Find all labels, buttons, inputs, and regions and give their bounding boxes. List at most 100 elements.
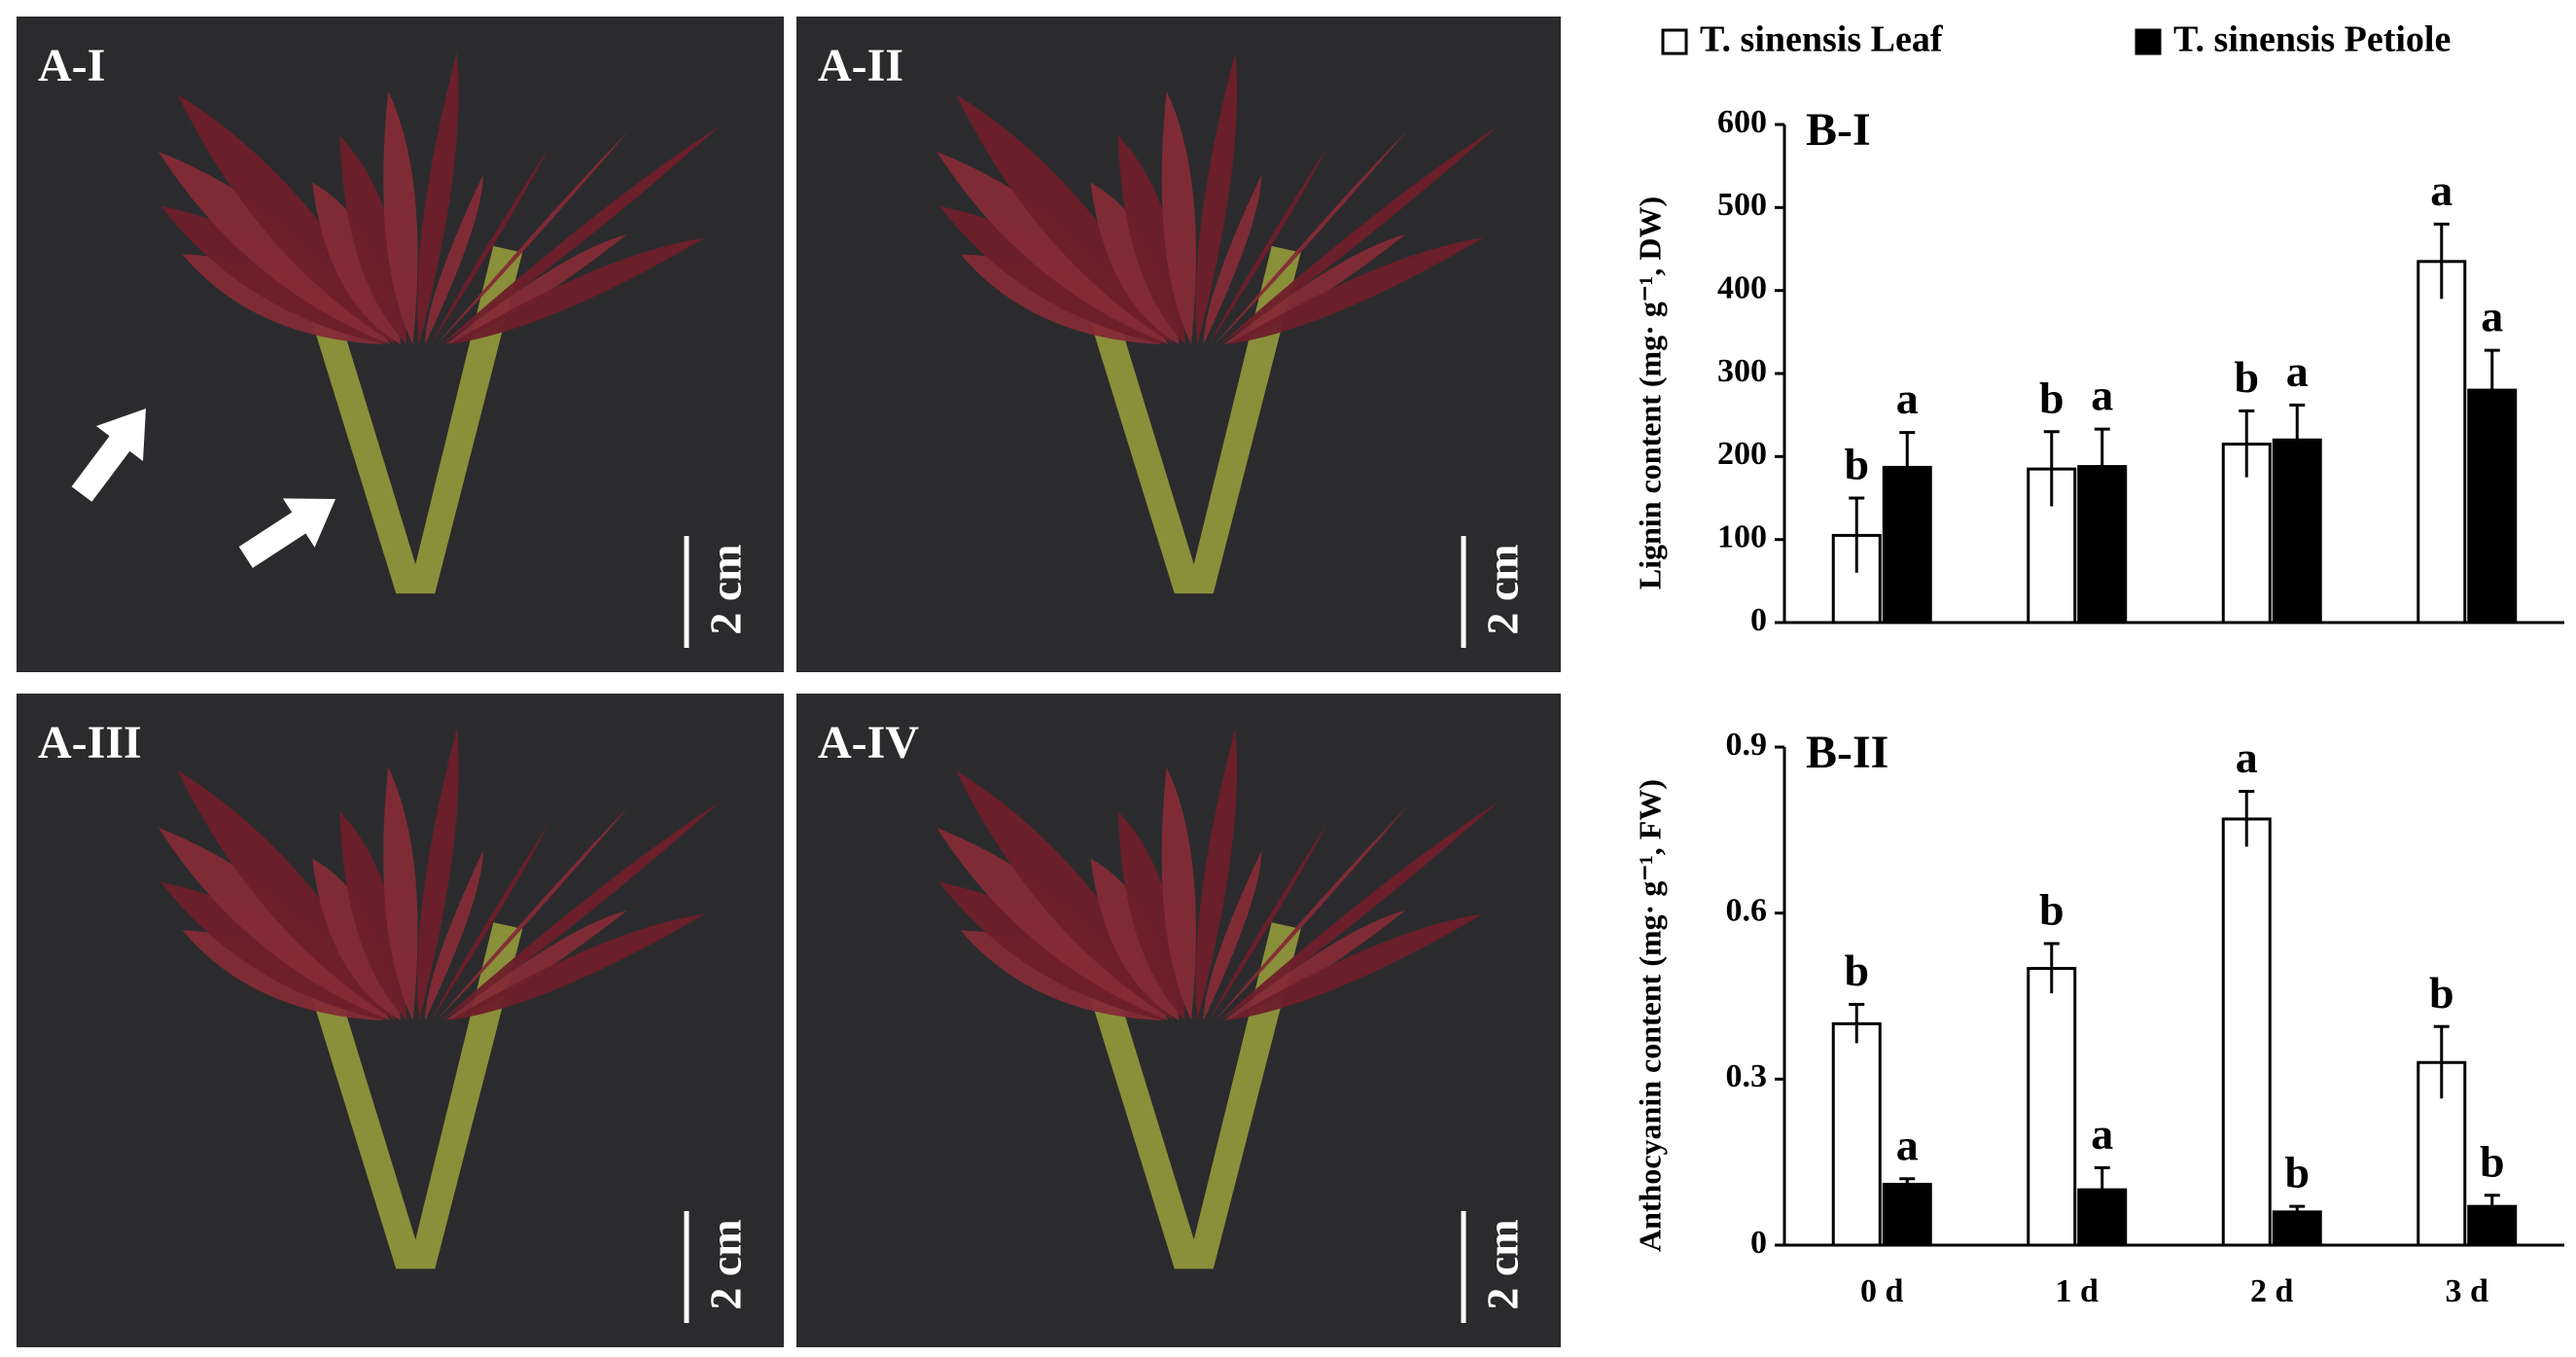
leaf xyxy=(383,767,418,1020)
leaf xyxy=(417,52,459,345)
leaf xyxy=(445,233,628,344)
error-bar xyxy=(2289,1204,2306,1218)
legend-swatch xyxy=(1661,28,1688,55)
x-tick-label: 1 d xyxy=(2056,1273,2100,1309)
significance-label: b xyxy=(2284,1148,2310,1197)
significance-label: a xyxy=(1896,1120,1919,1169)
leaf xyxy=(1215,806,1408,1020)
significance-label: b xyxy=(2480,1136,2505,1186)
scale-text: 2 cm xyxy=(1478,544,1528,634)
leaf xyxy=(448,237,705,344)
leaf xyxy=(1227,237,1484,344)
y-tick-label: 500 xyxy=(1717,187,1767,223)
leaf xyxy=(339,135,407,344)
leaf xyxy=(1219,802,1499,1020)
error-bar xyxy=(1849,1003,1865,1044)
significance-label: b xyxy=(2234,352,2259,402)
leaf xyxy=(177,769,396,1020)
panel-label: A-I xyxy=(38,40,105,91)
error-bar xyxy=(2484,348,2500,431)
x-tick-label: 2 d xyxy=(2250,1273,2294,1309)
significance-label: a xyxy=(2091,371,2113,420)
error-bar xyxy=(2043,430,2060,507)
leaf xyxy=(1209,147,1327,344)
arrow xyxy=(71,409,146,502)
y-tick-label: 0 xyxy=(1750,602,1767,638)
y-tick-label: 400 xyxy=(1717,269,1767,305)
significance-label: b xyxy=(1844,440,1869,489)
significance-label: a xyxy=(2236,732,2258,782)
leaf xyxy=(1203,174,1262,344)
leaf xyxy=(1223,233,1406,344)
scale-text: 2 cm xyxy=(701,1219,751,1309)
leaf xyxy=(1161,767,1196,1020)
leaf xyxy=(1209,823,1327,1020)
bar xyxy=(2221,817,2272,1247)
leaf xyxy=(383,90,418,345)
y-tick-label: 0.3 xyxy=(1726,1058,1768,1094)
leaf xyxy=(1227,913,1484,1020)
y-tick-label: 300 xyxy=(1717,353,1767,389)
error-bar xyxy=(2484,1194,2500,1218)
significance-label: b xyxy=(1844,946,1869,995)
error-bar xyxy=(2094,1165,2110,1212)
leaf xyxy=(1117,811,1185,1020)
leaf xyxy=(1195,52,1238,345)
scale-text: 2 cm xyxy=(1478,1219,1528,1309)
bar xyxy=(1831,1021,1882,1247)
error-bar xyxy=(2239,790,2255,847)
leaf xyxy=(425,850,483,1020)
leaf xyxy=(417,728,459,1020)
x-tick-label: 0 d xyxy=(1860,1273,1904,1309)
leaf xyxy=(436,806,629,1020)
bar xyxy=(2027,967,2077,1247)
leaf xyxy=(339,811,407,1020)
chart-title: B-II xyxy=(1806,727,1888,778)
leaf xyxy=(436,130,629,344)
y-tick-label: 100 xyxy=(1717,518,1767,554)
significance-label: a xyxy=(1896,374,1919,423)
legend-label: T. sinensis Petiole xyxy=(2173,19,2451,60)
error-bar xyxy=(2094,427,2110,504)
leaf xyxy=(441,125,721,344)
y-tick-label: 0.6 xyxy=(1726,892,1768,928)
error-bar xyxy=(2433,222,2450,300)
significance-label: a xyxy=(2286,346,2309,396)
leaf xyxy=(1117,135,1185,344)
y-tick-label: 0 xyxy=(1750,1225,1767,1261)
leaf xyxy=(441,802,721,1020)
panel-label: A-III xyxy=(38,717,142,768)
error-bar xyxy=(1899,431,1916,503)
leaf xyxy=(425,174,483,344)
y-axis-label: Lignin content (mg· g⁻¹, DW) xyxy=(1632,196,1667,589)
chart-title: B-I xyxy=(1806,104,1871,156)
leaf xyxy=(1215,130,1408,344)
error-bar xyxy=(2433,1024,2450,1099)
y-tick-label: 200 xyxy=(1717,436,1767,472)
legend-swatch xyxy=(2135,28,2162,55)
significance-label: b xyxy=(2039,885,2064,935)
arrow xyxy=(238,498,335,568)
y-axis-label: Anthocyanin content (mg· g⁻¹, FW) xyxy=(1632,779,1667,1252)
leaf xyxy=(431,823,549,1020)
legend-label: T. sinensis Leaf xyxy=(1700,19,1944,60)
leaf xyxy=(955,769,1174,1020)
leaf xyxy=(1223,910,1406,1020)
significance-label: a xyxy=(2091,1109,2113,1159)
leaf xyxy=(177,93,396,345)
error-bar xyxy=(1849,496,1865,573)
error-bar xyxy=(1899,1177,1916,1191)
significance-label: b xyxy=(2429,968,2454,1018)
leaf xyxy=(1195,728,1238,1020)
leaf xyxy=(1161,90,1196,345)
x-tick-label: 3 d xyxy=(2446,1273,2489,1309)
panel-label: A-IV xyxy=(818,717,919,768)
error-bar xyxy=(2289,403,2306,476)
scale-text: 2 cm xyxy=(701,544,751,634)
leaf xyxy=(955,93,1174,345)
y-tick-label: 600 xyxy=(1717,104,1767,140)
y-tick-label: 0.9 xyxy=(1726,727,1768,763)
significance-label: a xyxy=(2481,292,2503,341)
bar xyxy=(2417,260,2467,625)
